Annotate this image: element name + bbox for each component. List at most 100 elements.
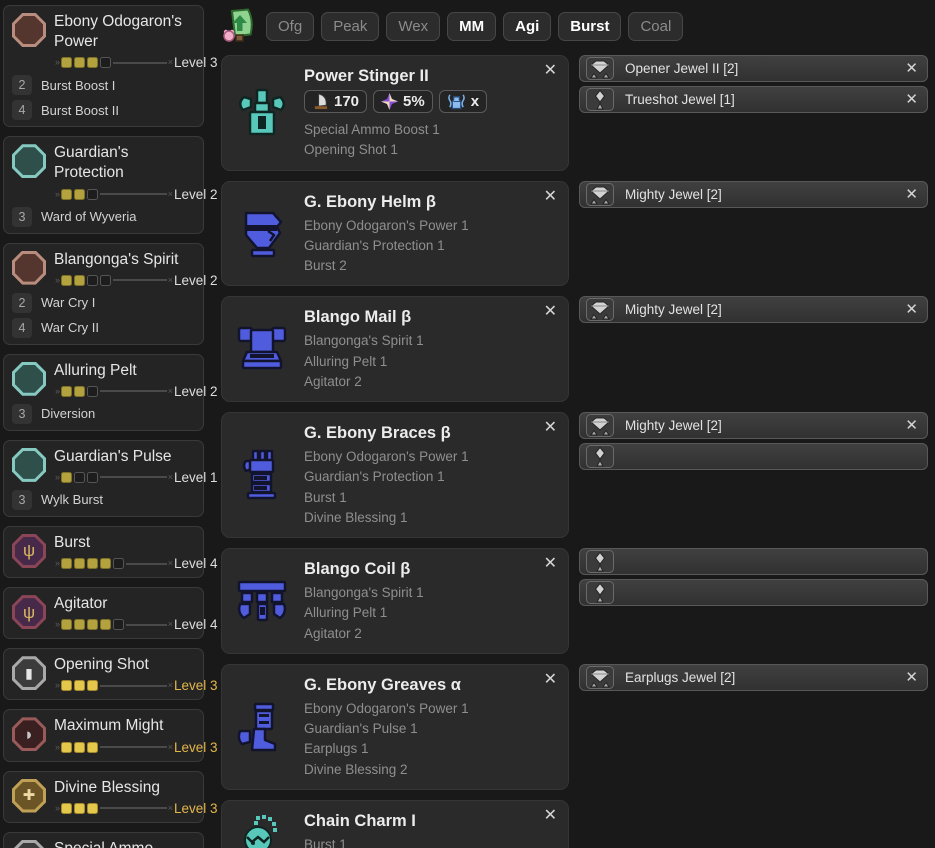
filter-button-wex[interactable]: Wex [386, 11, 441, 41]
decoration-name: Opener Jewel II [2] [625, 61, 739, 76]
skill-card[interactable]: ◗ Maximum Might» × Level 3 [3, 709, 218, 762]
bar-start-cap: » [55, 471, 61, 482]
close-icon[interactable]: ✕ [543, 555, 557, 572]
skill-body: Ebony Odogaron's Power» × Level 3 [54, 12, 218, 70]
decoration-slot-filled[interactable]: Trueshot Jewel [1] ✕ [579, 86, 928, 113]
skill-card[interactable]: ✚ Divine Blessing» × Level 3 [3, 770, 218, 823]
filter-button-coal[interactable]: Coal [628, 11, 684, 41]
close-icon[interactable]: ✕ [543, 62, 557, 79]
equipment-name: Blango Mail β [304, 308, 412, 327]
bar-line [100, 390, 167, 393]
jewel-size-2-icon [585, 298, 615, 322]
skill-point-track: » × [54, 471, 174, 483]
skill-icon-glyph: ◗ [23, 724, 35, 744]
skill-level-bar: » × Level 3 [54, 55, 218, 70]
close-icon[interactable]: ✕ [905, 91, 918, 108]
filter-button-ofg[interactable]: Ofg [266, 11, 315, 41]
skill-threshold-row: 3 Diversion [12, 403, 195, 424]
equipment-card[interactable]: Chain Charm I Burst 1 ✕ [221, 799, 569, 848]
threshold-effect-label: War Cry I [41, 295, 96, 311]
decoration-slot-filled[interactable]: Mighty Jewel [2] ✕ [579, 412, 928, 439]
skill-head: ▮ Opening Shot» × Level 3 [12, 655, 218, 693]
close-icon[interactable]: ✕ [543, 187, 557, 205]
close-icon[interactable]: ✕ [905, 60, 918, 77]
skill-name: Opening Shot [54, 656, 149, 674]
decoration-slot-filled[interactable]: Earplugs Jewel [2] ✕ [579, 663, 928, 691]
skill-card[interactable]: Ebony Odogaron's Power» × Level 3 2 Burst Bo… [3, 5, 218, 128]
jewel-size-1-icon [585, 445, 615, 468]
filter-button-mm[interactable]: MM [447, 11, 497, 41]
helm-equipment-icon [232, 191, 292, 277]
equipment-skill-line: Divine Blessing 2 [304, 761, 408, 777]
equipment-skill-line: Alluring Pelt 1 [304, 605, 388, 621]
skill-point [61, 385, 73, 397]
close-icon[interactable]: ✕ [905, 301, 918, 319]
decoration-slot-filled[interactable]: Opener Jewel II [2] ✕ [579, 55, 928, 82]
skill-point-track: » × [54, 57, 174, 69]
weapon-stat-badge: 170 [304, 90, 368, 113]
skill-card[interactable]: Guardian's Pulse» × Level 1 3 Wylk Burst [3, 439, 218, 517]
ammo-skill-icon: ▮ [12, 656, 46, 691]
skill-point [61, 680, 73, 692]
skill-point-track: » × [54, 802, 174, 814]
skill-card[interactable]: ▮ Opening Shot» × Level 3 [3, 648, 218, 701]
jewel-size-2-icon [585, 182, 615, 206]
decoration-slot-filled[interactable]: Mighty Jewel [2] ✕ [579, 180, 928, 208]
charm-equipment-icon [232, 810, 292, 848]
equipment-row: Blango Coil β Blangonga's Spirit 1 Allurin… [221, 548, 928, 654]
skill-threshold-row: 2 War Cry I [12, 292, 195, 313]
skill-card[interactable]: ▮ Special Ammo Boost»×Level 2 [3, 831, 204, 848]
skill-name: Maximum Might [54, 717, 164, 735]
filter-button-agi[interactable]: Agi [503, 11, 552, 41]
bar-start-cap: » [55, 741, 61, 752]
equipment-card[interactable]: G. Ebony Helm β Ebony Odogaron's Power 1 G… [221, 180, 569, 287]
threshold-points-badge: 3 [12, 206, 32, 227]
equipment-name: G. Ebony Greaves α [304, 675, 461, 694]
skill-card[interactable]: ψ Burst» × Level 4 [3, 525, 218, 579]
skill-body: Guardian's Protection» × Level 2 [54, 143, 218, 201]
threshold-effect-label: War Cry II [41, 320, 100, 336]
burst-skill-icon: ψ [12, 533, 46, 568]
equipment-info: G. Ebony Braces β Ebony Odogaron's Power … [304, 422, 558, 528]
equipment-card[interactable]: Power Stinger II 170 5% x Special Ammo Boost… [221, 55, 569, 171]
bar-start-cap: » [55, 619, 61, 630]
skill-card[interactable]: ψ Agitator» × Level 4 [3, 587, 218, 640]
skill-card[interactable]: Alluring Pelt» × Level 2 3 Diversion [3, 353, 218, 431]
filter-button-burst[interactable]: Burst [558, 11, 622, 41]
equipment-card[interactable]: Blango Coil β Blangonga's Spirit 1 Allurin… [221, 548, 569, 654]
skill-point [61, 741, 73, 753]
skill-level-bar: » × Level 3 [54, 801, 218, 816]
skill-head: Guardian's Protection» × Level 2 [12, 143, 218, 202]
skill-body: Divine Blessing» × Level 3 [54, 778, 218, 816]
skill-point [87, 680, 99, 692]
close-icon[interactable]: ✕ [543, 303, 557, 321]
equipment-card[interactable]: G. Ebony Greaves α Ebony Odogaron's Power… [221, 663, 569, 790]
decoration-slot-empty[interactable] [579, 548, 928, 575]
skill-point [113, 619, 125, 631]
coil-equipment-icon [232, 558, 292, 644]
skill-icon-core [15, 659, 43, 688]
content-area: Ofg Peak Wex MM Agi Burst Coal Power Stinger I… [221, 8, 928, 848]
bar-line [100, 193, 167, 196]
threshold-points-badge: 3 [12, 403, 32, 424]
close-icon[interactable]: ✕ [543, 806, 557, 824]
equipment-card[interactable]: G. Ebony Braces β Ebony Odogaron's Power … [221, 412, 569, 538]
close-icon[interactable]: ✕ [905, 417, 918, 434]
equipment-skill-line: Burst 2 [304, 258, 347, 273]
equipment-card[interactable]: Blango Mail β Blangonga's Spirit 1 Allurin… [221, 296, 569, 402]
skill-card[interactable]: Blangonga's Spirit» × Level 2 2 War Cry I 4 Wa… [3, 242, 218, 345]
close-icon[interactable]: ✕ [905, 185, 918, 203]
bar-end-cap: × [167, 802, 173, 813]
skill-point [74, 57, 86, 69]
close-icon[interactable]: ✕ [543, 419, 557, 436]
decoration-slot-empty[interactable] [579, 579, 928, 606]
threshold-points-badge: 3 [12, 489, 32, 510]
filter-button-peak[interactable]: Peak [321, 11, 380, 41]
decoration-group: Mighty Jewel [2] ✕ [579, 180, 928, 287]
close-icon[interactable]: ✕ [905, 668, 918, 686]
decoration-slot-empty[interactable] [579, 443, 928, 470]
skill-card[interactable]: Guardian's Protection» × Level 2 3 Ward of W… [3, 136, 218, 234]
close-icon[interactable]: ✕ [543, 670, 557, 688]
decoration-slot-filled[interactable]: Mighty Jewel [2] ✕ [579, 296, 928, 324]
might-skill-icon: ◗ [12, 717, 46, 752]
